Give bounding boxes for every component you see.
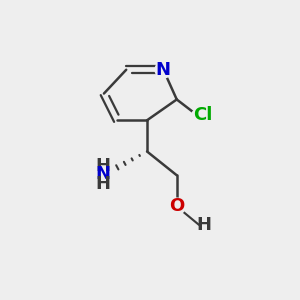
Text: N: N bbox=[95, 165, 110, 183]
Circle shape bbox=[191, 108, 209, 126]
Circle shape bbox=[155, 61, 172, 78]
Text: H: H bbox=[95, 175, 110, 193]
Text: H: H bbox=[95, 157, 110, 175]
Text: O: O bbox=[169, 197, 184, 215]
Text: Cl: Cl bbox=[193, 106, 213, 124]
Circle shape bbox=[168, 198, 185, 215]
Text: H: H bbox=[196, 216, 211, 234]
Circle shape bbox=[92, 165, 113, 186]
Text: N: N bbox=[156, 61, 171, 79]
